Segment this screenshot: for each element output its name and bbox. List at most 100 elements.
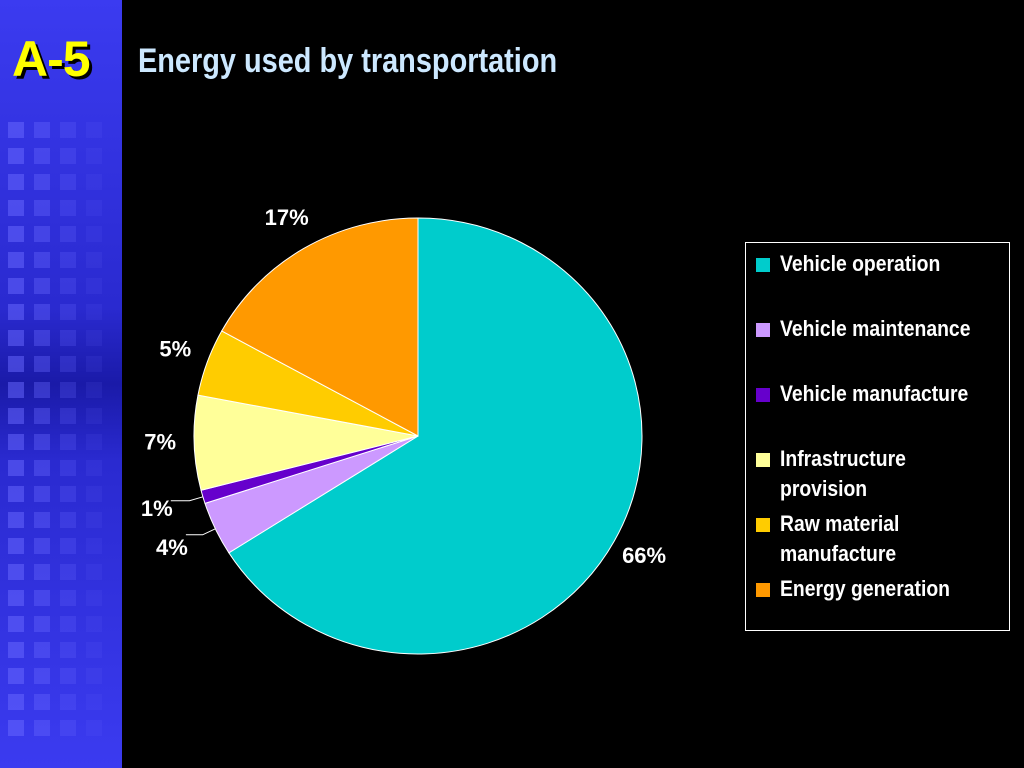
band-square (8, 278, 24, 294)
band-square (34, 486, 50, 502)
band-square (86, 226, 102, 242)
leader-line (170, 496, 204, 502)
band-square (86, 330, 102, 346)
band-square (8, 226, 24, 242)
band-square (60, 200, 76, 216)
legend-label: Vehicle maintenance (780, 316, 971, 341)
band-square (34, 460, 50, 476)
band-square (60, 512, 76, 528)
band-square (86, 304, 102, 320)
band-square (34, 148, 50, 164)
band-square (86, 486, 102, 502)
band-square (60, 408, 76, 424)
band-square (60, 538, 76, 554)
band-square (8, 512, 24, 528)
band-square (34, 226, 50, 242)
band-square (8, 330, 24, 346)
legend-swatch (755, 452, 771, 468)
band-square (8, 564, 24, 580)
band-square (34, 330, 50, 346)
band-square (86, 356, 102, 372)
band-square (86, 148, 102, 164)
band-square (34, 616, 50, 632)
legend-swatch (755, 257, 771, 273)
band-square (34, 720, 50, 736)
band-square (60, 122, 76, 138)
band-square (86, 512, 102, 528)
legend-item: Vehicle operation (755, 249, 1003, 314)
legend-swatch (755, 582, 771, 598)
band-square (86, 694, 102, 710)
band-square (86, 252, 102, 268)
band-pattern (8, 122, 102, 736)
slide-label: A-5 (12, 31, 91, 87)
band-square (86, 278, 102, 294)
band-square (34, 174, 50, 190)
band-square (86, 382, 102, 398)
band-square (8, 486, 24, 502)
band-square (34, 590, 50, 606)
pie-slice (228, 217, 643, 655)
band-square (60, 278, 76, 294)
band-square (86, 642, 102, 658)
band-square (8, 408, 24, 424)
legend-swatch (755, 517, 771, 533)
legend-label: Raw material manufacture (780, 511, 900, 566)
band-square (60, 642, 76, 658)
band-square (34, 694, 50, 710)
band-square (60, 252, 76, 268)
legend-item: Infrastructure provision (755, 444, 1003, 509)
legend: Vehicle operation Vehicle maintenance Vehi… (745, 242, 1010, 631)
band-square (60, 226, 76, 242)
band-square (60, 330, 76, 346)
band-square (34, 356, 50, 372)
band-square (60, 148, 76, 164)
leader-line (185, 528, 216, 536)
band-square (86, 668, 102, 684)
band-square (86, 122, 102, 138)
band-square (60, 668, 76, 684)
band-square (34, 564, 50, 580)
band-square (86, 616, 102, 632)
band-square (86, 720, 102, 736)
band-square (34, 434, 50, 450)
band-square (34, 278, 50, 294)
band-square (8, 590, 24, 606)
band-square (86, 460, 102, 476)
band-square (8, 434, 24, 450)
pie-slice (221, 217, 419, 437)
band-square (8, 668, 24, 684)
band-square (8, 694, 24, 710)
data-label: 17% (265, 205, 309, 230)
band-square (60, 174, 76, 190)
band-square (34, 304, 50, 320)
band-square (60, 356, 76, 372)
data-label: 1% (141, 496, 173, 521)
band-square (8, 174, 24, 190)
band-square (60, 460, 76, 476)
band-square (86, 538, 102, 554)
band-square (86, 434, 102, 450)
band-square (34, 382, 50, 398)
band-square (34, 200, 50, 216)
band-square (60, 434, 76, 450)
band-square (86, 564, 102, 580)
data-label: 7% (144, 430, 176, 455)
band-square (60, 616, 76, 632)
band-square (60, 304, 76, 320)
band-square (60, 590, 76, 606)
legend-label: Energy generation (780, 576, 950, 601)
band-square (8, 460, 24, 476)
band-square (8, 304, 24, 320)
chart-title: Energy used by transportation (138, 42, 558, 80)
band-square (34, 668, 50, 684)
legend-swatch (755, 387, 771, 403)
band-square (8, 382, 24, 398)
band-square (86, 408, 102, 424)
band-square (34, 252, 50, 268)
legend-item: Vehicle maintenance (755, 314, 1003, 379)
band-square (60, 694, 76, 710)
band-square (86, 590, 102, 606)
